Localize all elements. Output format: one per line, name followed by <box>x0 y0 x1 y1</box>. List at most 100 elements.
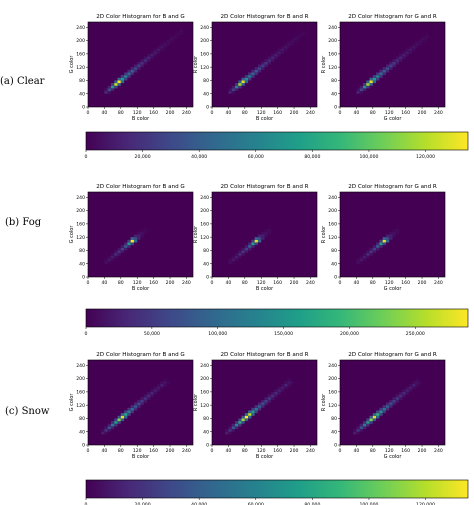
heatmap-cell <box>369 253 373 256</box>
heatmap-cell <box>254 69 258 73</box>
y-tick-label: 120 <box>200 403 209 409</box>
heatmap-cell <box>425 37 429 41</box>
heatmap-cell <box>133 67 138 70</box>
heatmap-cell <box>251 72 255 76</box>
heatmap-cell <box>356 431 360 435</box>
heatmap-cell <box>264 399 268 403</box>
heatmap-cell <box>425 35 429 38</box>
panel-title: 2D Color Histogram for G and R <box>348 184 437 190</box>
heatmap-cell <box>277 391 281 395</box>
x-tick-label: 40 <box>225 110 231 116</box>
heatmap-cell <box>412 43 416 46</box>
heatmap-cell <box>110 255 115 259</box>
heatmap-cell <box>133 69 138 73</box>
heatmap-cell <box>251 69 255 73</box>
y-tick-label: 40 <box>203 429 209 435</box>
heatmap-cell <box>372 250 377 254</box>
heatmap-cell <box>392 229 396 232</box>
heatmap-cell <box>382 237 386 240</box>
heatmap-cell <box>241 77 245 81</box>
heatmap-cell <box>231 426 235 430</box>
heatmap-cell <box>117 415 121 419</box>
heatmap-cell <box>257 237 262 240</box>
heatmap-cell <box>179 27 184 30</box>
heatmap-cell <box>382 407 386 411</box>
heatmap-cell <box>248 77 252 81</box>
heatmap-cell <box>104 431 108 435</box>
heatmap-cell <box>147 53 151 57</box>
heatmap-cell <box>238 83 242 86</box>
heatmap-cell <box>244 413 249 416</box>
heatmap-cell <box>147 59 151 62</box>
colorbar-tick-label: 150,000 <box>274 331 293 337</box>
heatmap-cell <box>267 231 272 235</box>
heatmap-cell <box>267 59 272 62</box>
heatmap-cell <box>382 242 386 246</box>
heatmap-cell <box>228 429 232 432</box>
heatmap-cell <box>392 397 396 400</box>
heatmap-cell <box>422 37 426 41</box>
heatmap-cell <box>234 426 239 430</box>
heatmap-cell <box>170 35 174 38</box>
y-tick-label: 200 <box>328 208 337 214</box>
heatmap-cell <box>120 415 125 419</box>
y-axis-label: R color <box>321 55 327 73</box>
heatmap-cell <box>140 229 144 232</box>
heatmap-cell <box>120 77 125 81</box>
heatmap-cell <box>238 253 242 256</box>
heatmap-cell <box>428 35 432 38</box>
heatmap-cell <box>376 413 380 416</box>
heatmap-cell <box>117 250 121 254</box>
heatmap-cell <box>271 56 275 60</box>
heatmap-cell <box>248 410 252 414</box>
heatmap-cell <box>412 383 416 387</box>
heatmap-cell <box>274 391 278 395</box>
heatmap-cell <box>140 231 144 235</box>
heatmap-cell <box>228 261 232 264</box>
heatmap-cell <box>267 394 272 398</box>
heatmap-cell <box>104 261 108 264</box>
heatmap-cell <box>124 410 128 414</box>
heatmap-cell <box>402 56 406 60</box>
heatmap-cell <box>356 426 360 430</box>
x-axis-label: G color <box>384 454 403 460</box>
heatmap-cell <box>395 229 400 232</box>
heatmap-cell <box>274 389 278 392</box>
heatmap-cell <box>261 399 265 403</box>
heatmap-cell <box>251 407 255 411</box>
heatmap-cell <box>114 253 118 256</box>
heatmap-cell <box>160 48 164 52</box>
heatmap-cell <box>385 407 390 411</box>
heatmap-cell <box>114 255 118 259</box>
colorbar-tick-label: 0 <box>85 154 88 160</box>
heatmap-cell <box>267 397 272 400</box>
colorbar-tick-label: 0 <box>85 502 88 505</box>
x-tick-label: 240 <box>306 110 315 116</box>
heatmap-cell <box>267 226 272 230</box>
heatmap-cell <box>392 399 396 403</box>
y-tick-label: 160 <box>76 51 85 57</box>
heatmap-cell <box>124 75 128 78</box>
x-tick-label: 160 <box>149 448 158 454</box>
heatmap-cell <box>300 29 304 33</box>
heatmap-cell <box>231 91 235 94</box>
heatmap-cell <box>130 72 134 76</box>
y-tick-label: 200 <box>76 376 85 382</box>
heatmap-cell <box>143 226 148 230</box>
colorbar-tick-label: 20,000 <box>135 502 151 505</box>
heatmap-cell <box>366 85 370 89</box>
heatmap-cell <box>389 64 393 68</box>
heatmap-cell <box>110 421 115 424</box>
heatmap-panel: 2D Color Histogram for B and G 0 40 80 120 16… <box>69 184 194 292</box>
x-tick-label: 200 <box>290 280 299 286</box>
y-tick-label: 0 <box>334 275 337 281</box>
heatmap-cell <box>412 48 416 52</box>
x-tick-label: 40 <box>101 448 107 454</box>
heatmap-cell <box>271 394 275 398</box>
heatmap-cell <box>280 48 285 52</box>
heatmap-cell <box>143 229 148 232</box>
heatmap-cell <box>104 91 108 94</box>
heatmap-cell <box>359 255 363 259</box>
heatmap-cell <box>133 239 138 243</box>
